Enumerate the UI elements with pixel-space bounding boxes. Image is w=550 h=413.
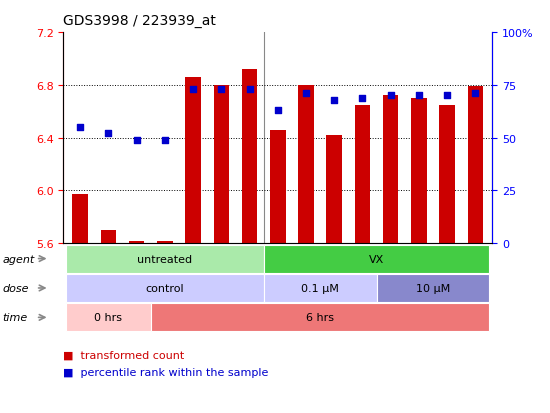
Point	[415, 93, 424, 100]
Text: control: control	[146, 283, 184, 293]
Bar	[242, 70, 257, 244]
Text: dose: dose	[3, 283, 29, 293]
Bar	[73, 195, 88, 244]
Text: untreated: untreated	[138, 254, 192, 264]
Bar	[157, 241, 173, 244]
Point	[189, 87, 197, 93]
Bar	[213, 86, 229, 244]
Point	[386, 93, 395, 100]
Text: 10 μM: 10 μM	[416, 283, 450, 293]
Point	[443, 93, 452, 100]
Text: time: time	[3, 313, 28, 323]
Text: agent: agent	[3, 254, 35, 264]
Point	[132, 137, 141, 144]
Point	[76, 125, 85, 131]
Text: 6 hrs: 6 hrs	[306, 313, 334, 323]
Text: VX: VX	[369, 254, 384, 264]
Point	[104, 131, 113, 138]
Text: 0.1 μM: 0.1 μM	[301, 283, 339, 293]
Point	[301, 91, 310, 97]
Bar	[411, 99, 427, 244]
Bar	[383, 96, 398, 244]
Point	[471, 91, 480, 97]
Bar	[439, 105, 455, 244]
Text: ■  percentile rank within the sample: ■ percentile rank within the sample	[63, 367, 268, 377]
Point	[161, 137, 169, 144]
Point	[245, 87, 254, 93]
Bar	[327, 136, 342, 244]
Point	[358, 95, 367, 102]
Bar	[270, 131, 285, 244]
Point	[273, 108, 282, 114]
Text: ■  transformed count: ■ transformed count	[63, 350, 184, 360]
Bar	[298, 86, 314, 244]
Bar	[101, 230, 116, 244]
Bar	[355, 105, 370, 244]
Bar	[185, 78, 201, 244]
Bar	[129, 241, 145, 244]
Bar	[468, 87, 483, 244]
Text: 0 hrs: 0 hrs	[95, 313, 123, 323]
Point	[330, 97, 339, 104]
Point	[217, 87, 226, 93]
Text: GDS3998 / 223939_at: GDS3998 / 223939_at	[63, 14, 216, 28]
